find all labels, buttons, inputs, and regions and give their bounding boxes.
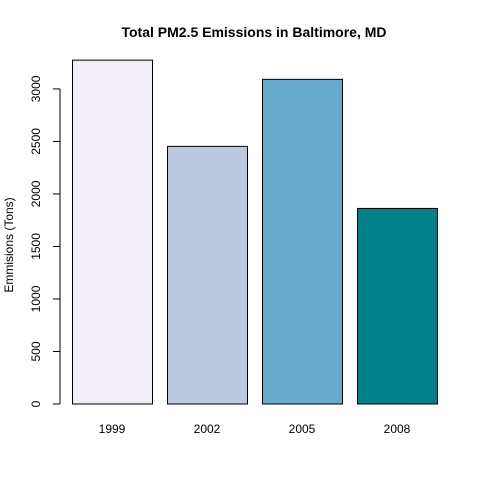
- y-axis: 0 500 1000 1500 2000 2500 3000: [29, 75, 61, 407]
- x-tick-label: 1999: [99, 422, 126, 436]
- x-tick-label: 2008: [384, 422, 411, 436]
- y-tick-label: 1000: [29, 285, 43, 312]
- bars-group: [72, 59, 438, 405]
- chart-title: Total PM2.5 Emissions in Baltimore, MD: [121, 24, 386, 40]
- bar-2002: [167, 145, 248, 405]
- x-tick-label: 2002: [194, 422, 221, 436]
- y-tick-label: 2000: [29, 180, 43, 207]
- bar-1999: [72, 59, 153, 405]
- y-tick-label: 2500: [29, 128, 43, 155]
- y-axis-label: Emmisions (Tons): [2, 197, 16, 292]
- bar-2008: [357, 207, 438, 405]
- y-tick-label: 1500: [29, 233, 43, 260]
- x-tick-label: 2005: [289, 422, 316, 436]
- y-tick-label: 3000: [29, 75, 43, 102]
- y-tick-label: 0: [29, 400, 43, 407]
- bar-2005: [262, 78, 343, 405]
- y-tick-label: 500: [29, 341, 43, 361]
- x-tick-labels: 1999 2002 2005 2008: [99, 422, 411, 436]
